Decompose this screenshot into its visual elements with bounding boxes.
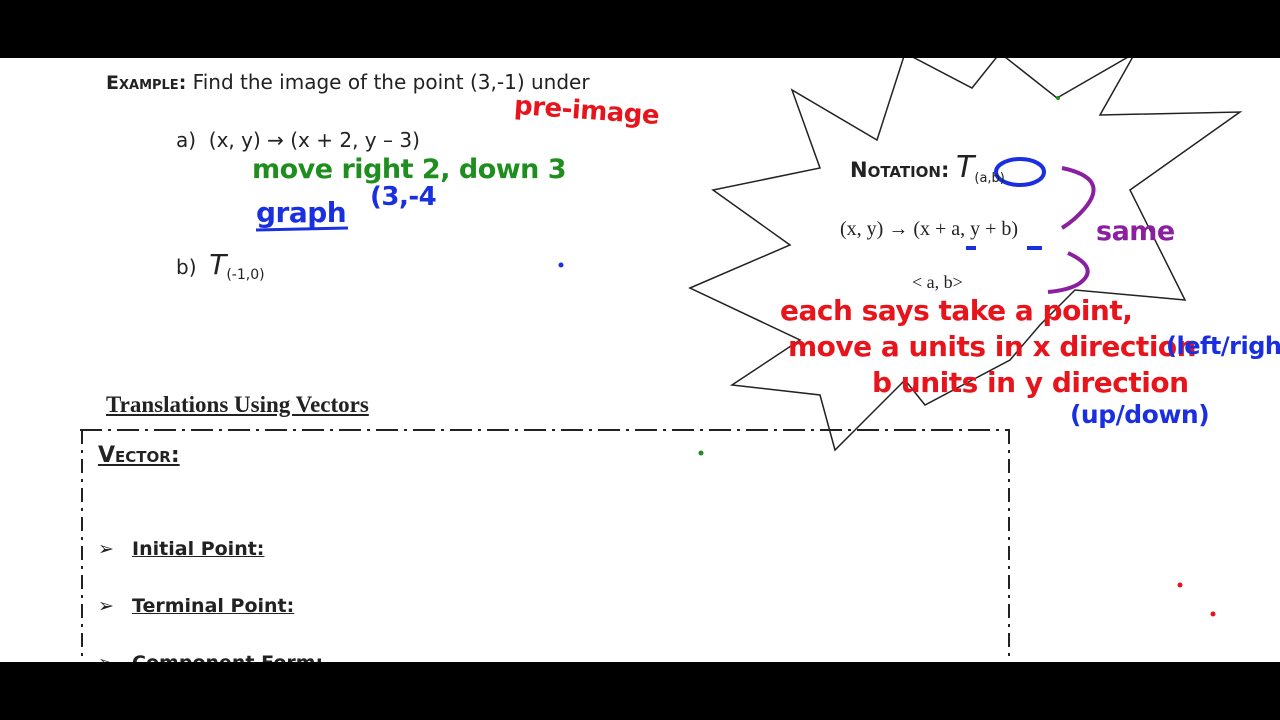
handwritten-each-2: move a units in x direction xyxy=(788,330,1197,363)
part-a: a) (x, y) → (x + 2, y – 3) xyxy=(176,128,420,152)
purple-brace-top xyxy=(1060,166,1096,230)
list-item: ➢ Component Form: xyxy=(98,652,323,662)
handwritten-point: (3,-4 xyxy=(370,182,437,212)
handwritten-each-3: b units in y direction xyxy=(872,366,1189,399)
starburst-shape xyxy=(80,58,1243,662)
part-b: b) T(-1,0) xyxy=(176,248,265,283)
graph-underline xyxy=(255,226,349,232)
purple-brace-bottom xyxy=(1047,251,1090,294)
example-prompt: Example: Find the image of the point (3,… xyxy=(106,70,590,94)
handwritten-left-right: (left/right) xyxy=(1166,332,1280,360)
section-title: Translations Using Vectors xyxy=(106,392,369,417)
handwritten-same: same xyxy=(1096,216,1175,247)
handwritten-move: move right 2, down 3 xyxy=(252,154,567,185)
notation-heading: Notation: T(a,b) xyxy=(850,150,1005,187)
blue-circle-mark xyxy=(994,157,1046,187)
vector-label: Vector: xyxy=(98,443,180,468)
notation-vector: < a, b> xyxy=(912,272,963,292)
handwritten-graph: graph xyxy=(256,196,347,229)
handwritten-up-down: (up/down) xyxy=(1070,400,1210,429)
list-item: ➢ Initial Point: xyxy=(98,538,265,560)
notation-rule: (x, y) → (x + a, y + b) xyxy=(840,218,1019,240)
document-page: Example: Find the image of the point (3,… xyxy=(0,58,1280,662)
list-item: ➢ Terminal Point: xyxy=(98,595,295,617)
handwritten-each-1: each says take a point, xyxy=(780,294,1133,327)
